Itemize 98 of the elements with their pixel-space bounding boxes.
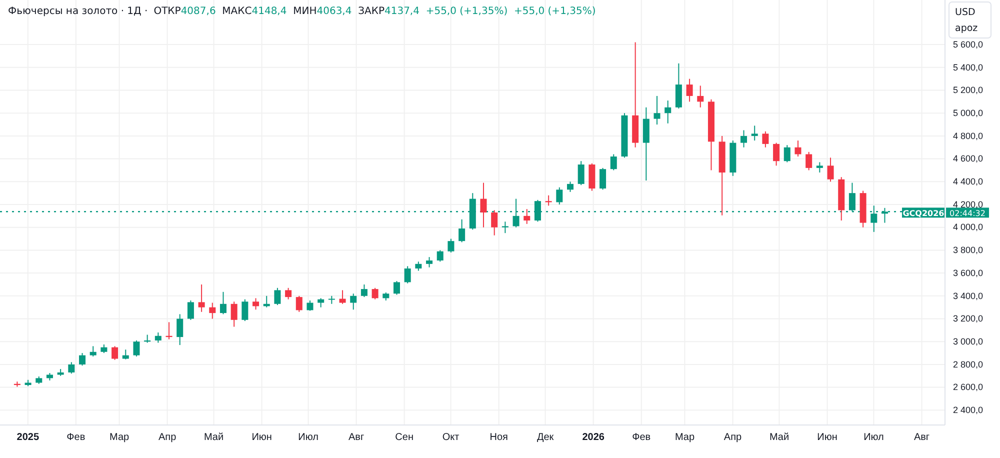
candlestick bbox=[556, 186, 563, 206]
x-tick-label: Июл bbox=[298, 432, 319, 444]
candlestick bbox=[448, 238, 454, 253]
y-tick-label: 3 200,0 bbox=[953, 314, 984, 324]
candlestick bbox=[296, 295, 302, 312]
candlestick bbox=[252, 298, 260, 310]
x-tick-label: Окт bbox=[442, 432, 460, 444]
candlestick bbox=[360, 284, 368, 298]
x-tick-label: Авг bbox=[914, 432, 930, 444]
x-tick-label: Июн bbox=[817, 432, 838, 444]
y-tick-label: 4 200,0 bbox=[953, 199, 984, 210]
x-tick-label: Дек bbox=[536, 432, 554, 444]
candlestick bbox=[393, 280, 400, 296]
x-tick-label: Фев bbox=[66, 432, 86, 444]
x-tick-label: Апр bbox=[158, 432, 177, 444]
candlestick bbox=[578, 160, 584, 186]
candlestick bbox=[740, 130, 748, 148]
candlestick bbox=[68, 362, 75, 374]
candlestick bbox=[154, 332, 162, 344]
candlestick bbox=[372, 287, 378, 300]
candlestick bbox=[610, 154, 617, 171]
candlestick bbox=[502, 221, 508, 234]
candlestick bbox=[762, 130, 769, 148]
text: apoz bbox=[955, 23, 978, 34]
x-tick-label: Май bbox=[769, 432, 790, 444]
candlestick bbox=[350, 293, 357, 310]
candlestick bbox=[90, 346, 96, 357]
x-tick-label: Апр bbox=[724, 432, 742, 444]
y-tick-label: 4 600,0 bbox=[953, 154, 984, 164]
candlestick bbox=[436, 250, 444, 262]
candlestick bbox=[773, 142, 780, 166]
x-tick-label: Май bbox=[204, 432, 224, 444]
x-tick-label: 2025 bbox=[16, 432, 40, 444]
candlestick bbox=[654, 95, 660, 126]
candlestick bbox=[751, 125, 758, 142]
ref-line-label: GCQ2026 bbox=[902, 208, 945, 218]
y-tick-label: 2 800,0 bbox=[953, 359, 984, 370]
text: 02:44:32 bbox=[950, 208, 986, 218]
candlestick bbox=[220, 291, 226, 315]
candlestick bbox=[230, 301, 238, 328]
candlestick bbox=[209, 302, 216, 320]
candlestick bbox=[274, 287, 281, 306]
candlestick bbox=[426, 256, 433, 268]
x-tick-label: Мар bbox=[110, 432, 130, 444]
candlestick bbox=[675, 62, 682, 110]
y-tick-label: 4 800,0 bbox=[953, 130, 984, 141]
text: USD bbox=[955, 7, 976, 18]
y-tick-label: 3 600,0 bbox=[953, 268, 984, 278]
candlestick bbox=[806, 151, 812, 171]
x-tick-label: 2026 bbox=[582, 432, 605, 444]
candlestick bbox=[112, 346, 118, 360]
candlestick bbox=[415, 261, 422, 272]
x-tick-label: Ноя bbox=[490, 432, 508, 444]
y-tick-label: 3 000,0 bbox=[953, 336, 984, 346]
candlestick bbox=[794, 140, 802, 158]
candlestick bbox=[404, 266, 411, 284]
candlestick bbox=[491, 210, 498, 236]
x-tick-label: Мар bbox=[674, 432, 695, 444]
candlestick bbox=[567, 181, 574, 192]
candlestick bbox=[242, 298, 248, 322]
candlestick bbox=[133, 340, 140, 357]
candlestick bbox=[588, 162, 596, 192]
candlestick bbox=[198, 284, 205, 312]
y-tick-label: 5 200,0 bbox=[953, 85, 984, 96]
x-tick-label: Фев bbox=[632, 432, 651, 444]
candlestick bbox=[664, 100, 672, 124]
x-tick-label: Авг bbox=[348, 432, 364, 444]
candlestick bbox=[827, 157, 834, 182]
y-tick-label: 3 400,0 bbox=[953, 290, 984, 301]
candlestick bbox=[79, 352, 86, 366]
y-tick-label: 5 000,0 bbox=[953, 108, 984, 118]
candlestick bbox=[480, 182, 487, 228]
y-tick-label: 5 600,0 bbox=[953, 39, 984, 50]
y-tick-label: 4 400,0 bbox=[953, 176, 984, 187]
candlestick bbox=[697, 85, 704, 108]
candlestick bbox=[686, 78, 693, 102]
candlestick bbox=[816, 162, 823, 174]
y-tick-label: 4 000,0 bbox=[953, 222, 984, 232]
y-tick-label: 5 400,0 bbox=[953, 62, 984, 72]
candlestick bbox=[306, 300, 314, 312]
candlestick bbox=[285, 287, 292, 300]
text: Фьючерсы на золото · 1Д · bbox=[8, 6, 148, 17]
y-tick-label: 3 800,0 bbox=[953, 245, 984, 256]
candlestick bbox=[176, 314, 184, 346]
y-tick-label: 2 400,0 bbox=[953, 405, 984, 416]
candlestick bbox=[318, 298, 324, 308]
candlestick bbox=[784, 144, 790, 163]
candlestick bbox=[458, 218, 466, 243]
candlestick bbox=[187, 300, 194, 320]
x-tick-label: Июл bbox=[864, 432, 884, 444]
x-tick-label: Сен bbox=[395, 432, 414, 444]
candlestick bbox=[339, 290, 346, 304]
x-tick-label: Июн bbox=[252, 432, 272, 444]
candlestick bbox=[524, 208, 530, 224]
candlestick bbox=[642, 106, 650, 182]
text: ОТКР4087,6 МАКС4148,4 МИН4063,4 ЗАКР4137,4 +55,0 (+1,35%) +55,0 (+1,35%) bbox=[154, 6, 596, 17]
candlestick bbox=[600, 167, 606, 190]
y-tick-label: 2 600,0 bbox=[953, 382, 984, 392]
